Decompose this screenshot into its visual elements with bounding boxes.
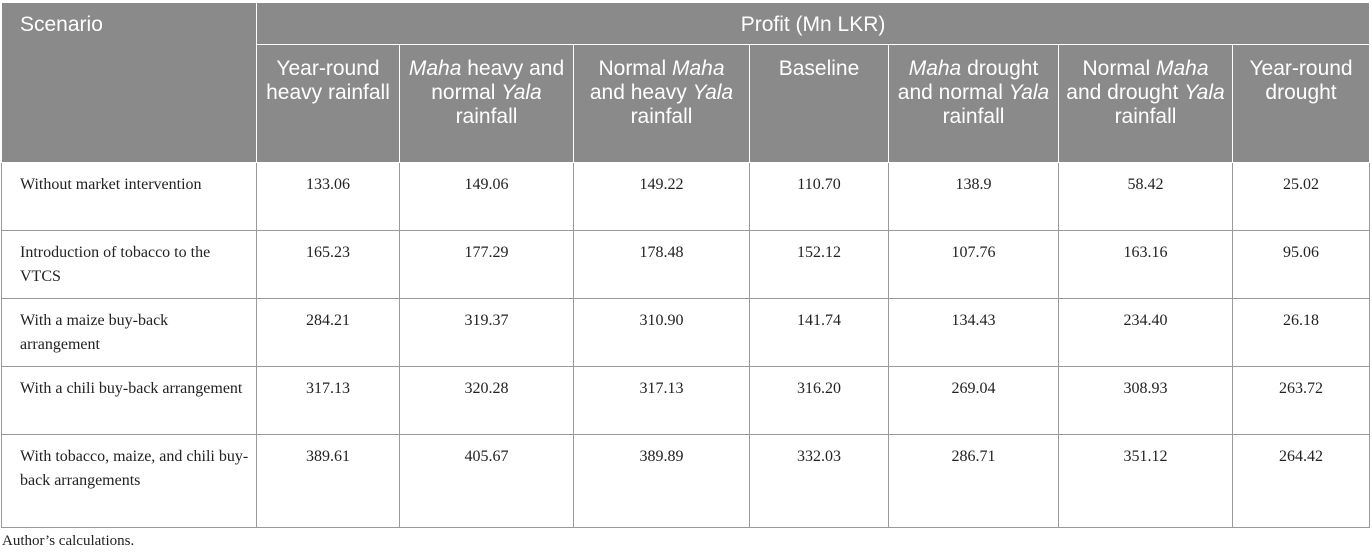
table-row: With tobacco, maize, and chili buy-back … bbox=[1, 434, 1371, 528]
table-cell: 317.13 bbox=[573, 366, 750, 435]
table-container: Scenario Profit (Mn LKR) Year-round heav… bbox=[1, 2, 1371, 528]
table-cell: 133.06 bbox=[256, 162, 400, 231]
column-header: Normal Maha and heavy Yala rainfall bbox=[573, 44, 750, 163]
table-cell: 332.03 bbox=[749, 434, 889, 528]
table-cell: 316.20 bbox=[749, 366, 889, 435]
table-row: With a maize buy-back arrangement 284.21… bbox=[1, 298, 1371, 367]
column-header: Year-round drought bbox=[1231, 44, 1371, 163]
table-cell: 141.74 bbox=[749, 298, 889, 367]
table-cell: 95.06 bbox=[1231, 230, 1371, 299]
table-cell: 107.76 bbox=[888, 230, 1059, 299]
table-cell: 178.48 bbox=[573, 230, 750, 299]
table-footnote: Author’s calculations. bbox=[2, 533, 135, 549]
condition-header-row: Year-round heavy rainfall Maha heavy and… bbox=[2, 44, 1371, 163]
table-cell: 149.22 bbox=[573, 162, 750, 231]
column-header: Year-round heavy rainfall bbox=[256, 44, 400, 163]
table-row: Introduction of tobacco to the VTCS 165.… bbox=[1, 230, 1371, 299]
table-cell: 264.42 bbox=[1231, 434, 1371, 528]
table-row: With a chili buy-back arrangement 317.13… bbox=[1, 366, 1371, 435]
table-cell: 317.13 bbox=[256, 366, 400, 435]
column-header: Baseline bbox=[749, 44, 889, 163]
table-cell: 152.12 bbox=[749, 230, 889, 299]
table-cell: 263.72 bbox=[1231, 366, 1371, 435]
table-row: Without market intervention 133.06 149.0… bbox=[1, 162, 1371, 231]
table-cell: 269.04 bbox=[888, 366, 1059, 435]
profit-table: Scenario Profit (Mn LKR) Year-round heav… bbox=[1, 2, 1371, 528]
table-cell: 149.06 bbox=[399, 162, 574, 231]
table-cell: 320.28 bbox=[399, 366, 574, 435]
table-cell: 310.90 bbox=[573, 298, 750, 367]
table-cell: 308.93 bbox=[1058, 366, 1233, 435]
table-cell: 25.02 bbox=[1231, 162, 1371, 231]
row-label: Without market intervention bbox=[1, 162, 257, 231]
row-label: With a maize buy-back arrangement bbox=[1, 298, 257, 367]
table-cell: 165.23 bbox=[256, 230, 400, 299]
column-header: Maha drought and normal Yala rainfall bbox=[888, 44, 1059, 163]
table-cell: 26.18 bbox=[1231, 298, 1371, 367]
table-cell: 163.16 bbox=[1058, 230, 1233, 299]
column-header: Maha heavy and normal Yala rainfall bbox=[399, 44, 574, 163]
row-label: With a chili buy-back arrangement bbox=[1, 366, 257, 435]
table-cell: 389.89 bbox=[573, 434, 750, 528]
table-cell: 284.21 bbox=[256, 298, 400, 367]
table-cell: 134.43 bbox=[888, 298, 1059, 367]
table-cell: 389.61 bbox=[256, 434, 400, 528]
table-cell: 405.67 bbox=[399, 434, 574, 528]
table-cell: 138.9 bbox=[888, 162, 1059, 231]
row-label: With tobacco, maize, and chili buy-back … bbox=[1, 434, 257, 528]
table-cell: 110.70 bbox=[749, 162, 889, 231]
table-cell: 319.37 bbox=[399, 298, 574, 367]
table-cell: 58.42 bbox=[1058, 162, 1233, 231]
table-cell: 177.29 bbox=[399, 230, 574, 299]
table-cell: 286.71 bbox=[888, 434, 1059, 528]
table-cell: 351.12 bbox=[1058, 434, 1233, 528]
table-cell: 234.40 bbox=[1058, 298, 1233, 367]
row-label: Introduction of tobacco to the VTCS bbox=[1, 230, 257, 299]
scenario-column-header: Scenario bbox=[1, 2, 257, 163]
column-header: Normal Maha and drought Yala rainfall bbox=[1058, 44, 1233, 163]
profit-column-group-header: Profit (Mn LKR) bbox=[255, 2, 1371, 45]
